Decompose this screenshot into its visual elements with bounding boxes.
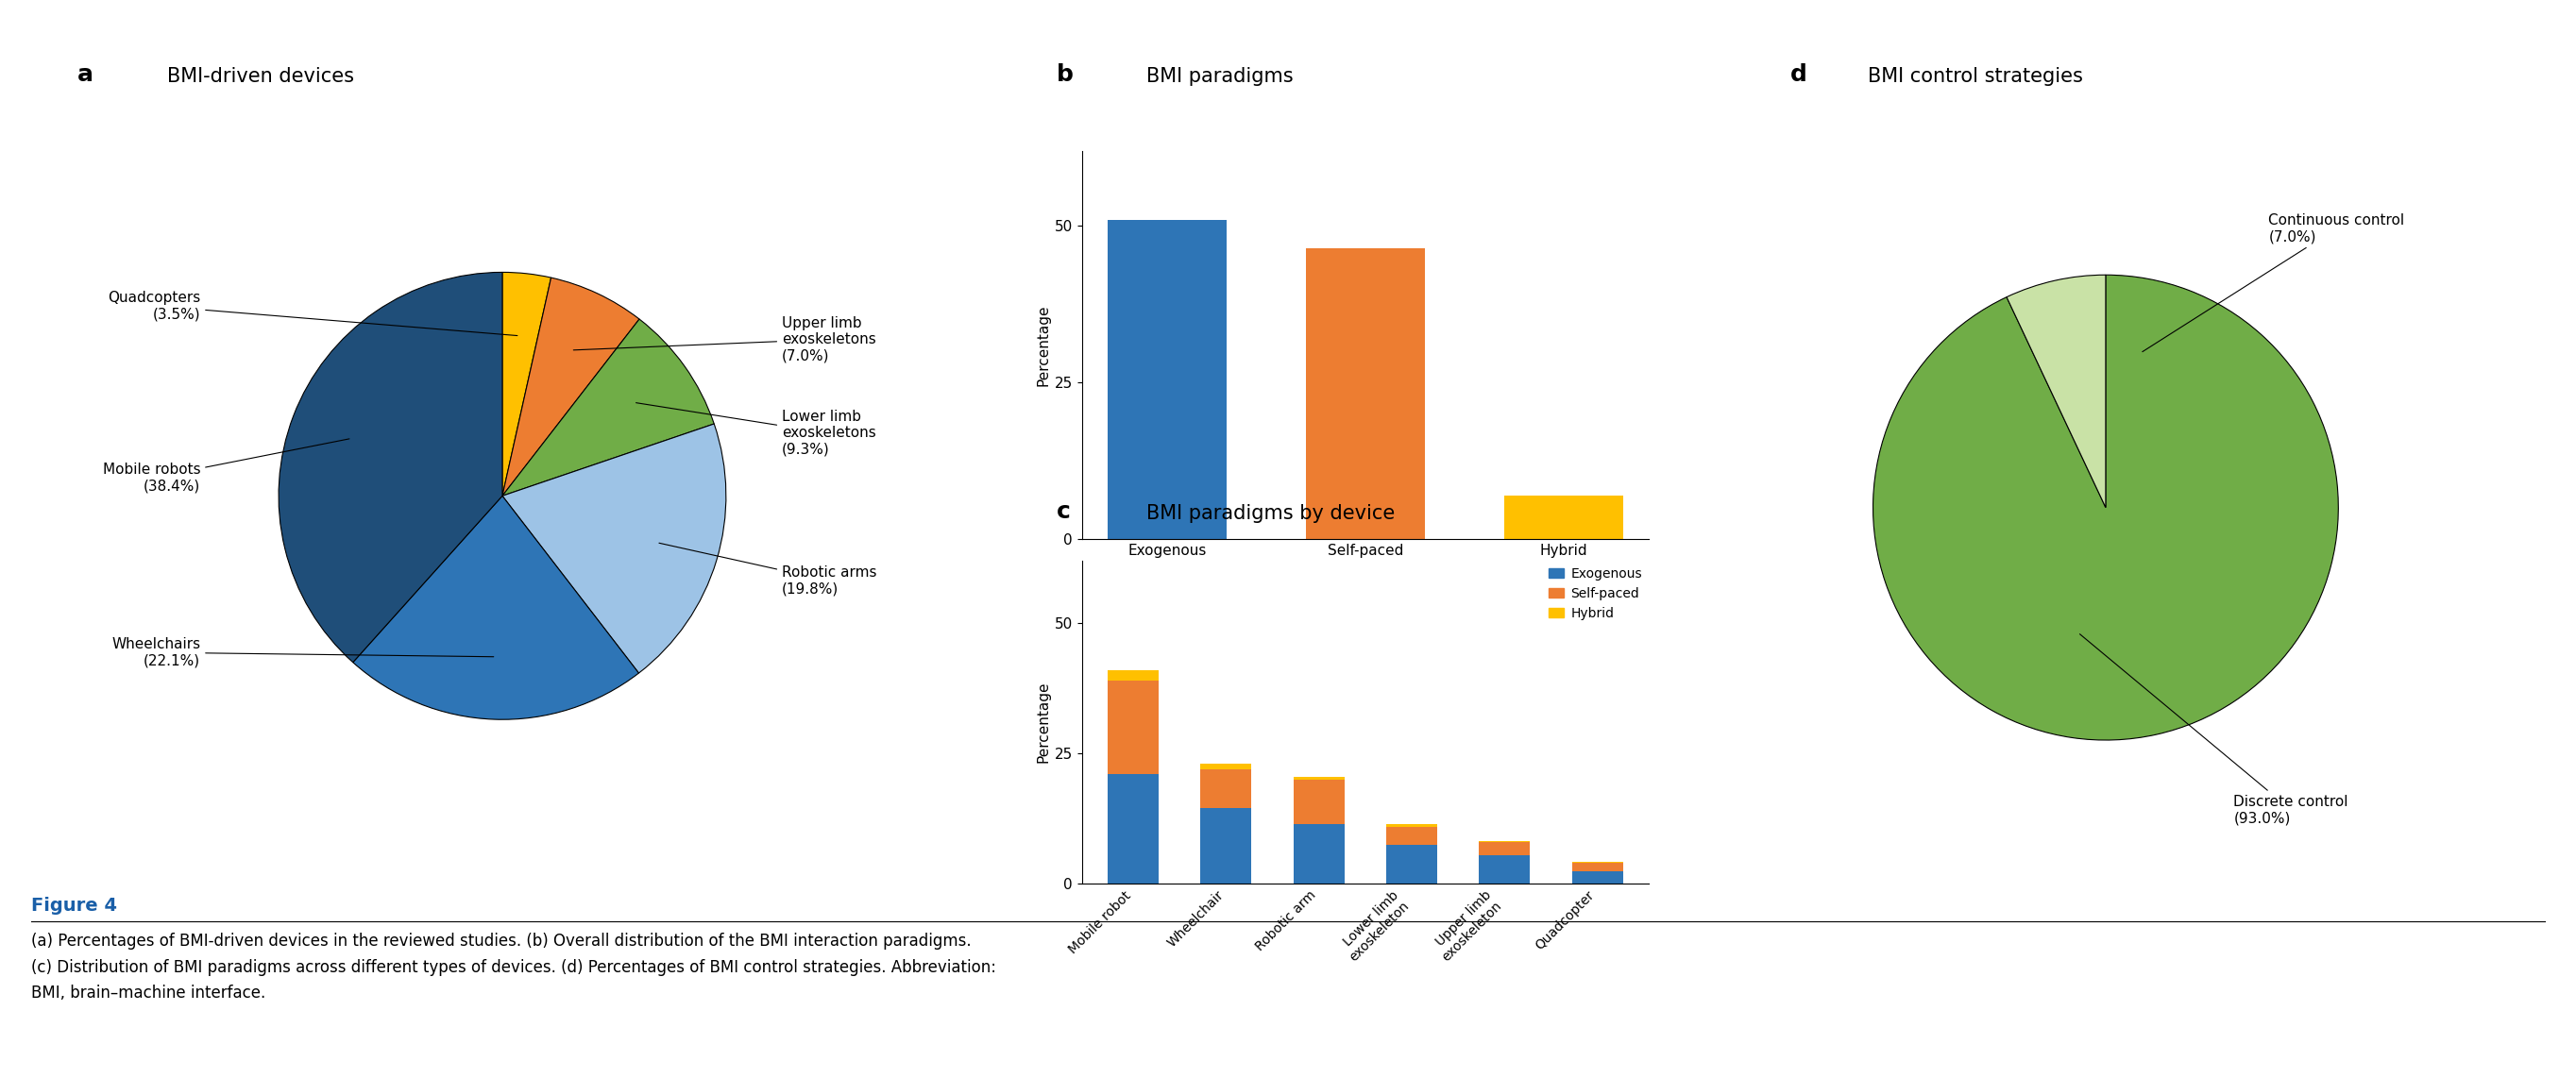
Wedge shape xyxy=(2007,275,2105,508)
Text: Mobile robots
(38.4%): Mobile robots (38.4%) xyxy=(103,439,350,494)
Bar xyxy=(1200,808,1252,884)
Text: b: b xyxy=(1056,64,1074,86)
Bar xyxy=(1504,495,1623,539)
Legend: Exogenous, Self-paced, Hybrid: Exogenous, Self-paced, Hybrid xyxy=(1548,567,1641,620)
Bar xyxy=(1479,842,1530,855)
Text: Wheelchairs
(22.1%): Wheelchairs (22.1%) xyxy=(111,637,495,667)
Text: a: a xyxy=(77,64,93,86)
Text: Robotic arms
(19.8%): Robotic arms (19.8%) xyxy=(659,543,876,596)
Bar xyxy=(1386,845,1437,884)
Text: Upper limb
exoskeletons
(7.0%): Upper limb exoskeletons (7.0%) xyxy=(574,316,876,363)
Y-axis label: Percentage: Percentage xyxy=(1036,681,1051,763)
Bar xyxy=(1479,855,1530,884)
Bar xyxy=(1200,770,1252,808)
Bar xyxy=(1293,824,1345,884)
Text: Quadcopters
(3.5%): Quadcopters (3.5%) xyxy=(108,290,518,335)
Bar xyxy=(1571,871,1623,884)
Text: BMI control strategies: BMI control strategies xyxy=(1868,67,2084,86)
Text: BMI paradigms by device: BMI paradigms by device xyxy=(1146,503,1394,523)
Wedge shape xyxy=(353,496,639,719)
Bar xyxy=(1293,779,1345,824)
Bar xyxy=(1479,841,1530,842)
Text: BMI-driven devices: BMI-driven devices xyxy=(167,67,355,86)
Wedge shape xyxy=(278,273,502,662)
Bar xyxy=(1200,764,1252,770)
Bar xyxy=(1108,774,1159,884)
Bar xyxy=(1293,777,1345,779)
Wedge shape xyxy=(502,273,551,496)
Text: Figure 4: Figure 4 xyxy=(31,897,116,915)
Wedge shape xyxy=(502,424,726,673)
Bar xyxy=(1571,863,1623,871)
Wedge shape xyxy=(502,319,714,496)
Wedge shape xyxy=(1873,275,2339,741)
Text: BMI paradigms: BMI paradigms xyxy=(1146,67,1293,86)
Bar xyxy=(1108,220,1226,539)
Bar xyxy=(1306,248,1425,539)
Text: Continuous control
(7.0%): Continuous control (7.0%) xyxy=(2143,213,2403,351)
Bar xyxy=(1108,680,1159,774)
Text: (a) Percentages of BMI-driven devices in the reviewed studies. (b) Overall distr: (a) Percentages of BMI-driven devices in… xyxy=(31,932,997,1001)
Bar xyxy=(1108,671,1159,680)
Wedge shape xyxy=(502,278,639,496)
Bar xyxy=(1386,827,1437,845)
Text: Discrete control
(93.0%): Discrete control (93.0%) xyxy=(2079,634,2349,825)
Bar xyxy=(1386,824,1437,827)
Text: Lower limb
exoskeletons
(9.3%): Lower limb exoskeletons (9.3%) xyxy=(636,403,876,457)
Y-axis label: Percentage: Percentage xyxy=(1036,304,1051,386)
Text: d: d xyxy=(1790,64,1808,86)
Text: c: c xyxy=(1056,500,1069,523)
